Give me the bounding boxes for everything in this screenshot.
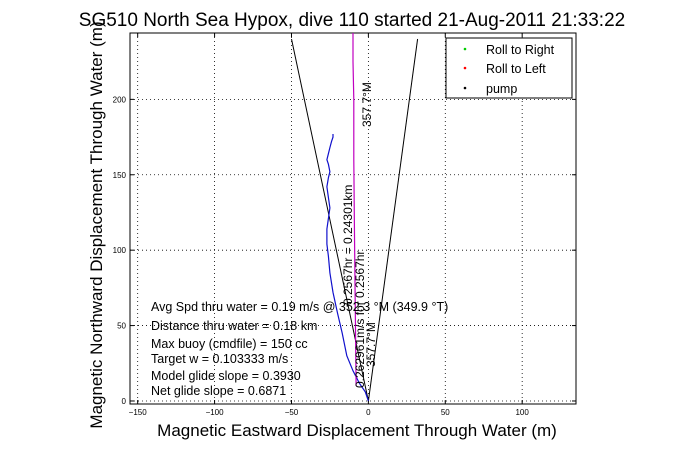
heading-annotation-top: 357.7°M <box>360 82 374 127</box>
legend: Roll to Right Roll to Left pump <box>445 37 573 99</box>
y-tick-label: 0 <box>122 397 127 406</box>
stat-target-w: Target w = 0.103333 m/s <box>151 352 288 366</box>
legend-label-roll-left: Roll to Left <box>486 62 546 76</box>
legend-box <box>445 37 573 99</box>
x-tick-label: 100 <box>515 408 529 417</box>
y-tick-label: 200 <box>113 95 127 104</box>
y-tick-label: 50 <box>117 322 126 331</box>
heading-annotation-bottom: 357.7°M <box>364 322 378 367</box>
legend-marker-roll-right <box>463 47 467 51</box>
ticks: −150 −100 −50 0 50 100 0 50 100 150 200 <box>113 33 576 417</box>
series-lines <box>291 33 419 402</box>
stat-net-glide-slope: Net glide slope = 0.6871 <box>151 384 286 398</box>
x-tick-label: −100 <box>206 408 225 417</box>
x-tick-label: 50 <box>441 408 450 417</box>
annotations: 357.7°M 0.2567hr = 0.24301km 0.262961m/s… <box>341 82 378 388</box>
time-distance-annotation: 0.2567hr = 0.24301km <box>341 185 355 305</box>
legend-label-pump: pump <box>486 82 517 96</box>
legend-marker-roll-left <box>463 66 467 70</box>
series-line-1 <box>352 33 357 386</box>
y-axis-label: Magnetic Northward Displacement Through … <box>87 21 106 428</box>
stat-max-buoy: Max buoy (cmdfile) = 150 cc <box>151 337 308 351</box>
legend-label-roll-right: Roll to Right <box>486 43 555 57</box>
stat-model-glide-slope: Model glide slope = 0.3930 <box>151 369 301 383</box>
x-tick-label: −150 <box>129 408 148 417</box>
stat-avg-speed: Avg Spd thru water = 0.19 m/s @ 352.3 °M… <box>151 300 448 314</box>
chart-title: SG510 North Sea Hypox, dive 110 started … <box>79 10 625 31</box>
dive-stats: Avg Spd thru water = 0.19 m/s @ 352.3 °M… <box>151 300 448 398</box>
x-axis-label: Magnetic Eastward Displacement Through W… <box>157 421 557 440</box>
x-tick-label: 0 <box>366 408 371 417</box>
x-tick-label: −50 <box>285 408 299 417</box>
y-tick-label: 100 <box>113 246 127 255</box>
speed-annotation: 0.262961m/s for 0.2567hr <box>353 251 367 388</box>
stat-distance: Distance thru water = 0.18 km <box>151 319 317 333</box>
heading-line-1 <box>367 38 419 402</box>
y-tick-label: 150 <box>113 171 127 180</box>
series-line-0 <box>326 134 369 402</box>
legend-marker-pump <box>463 86 467 90</box>
